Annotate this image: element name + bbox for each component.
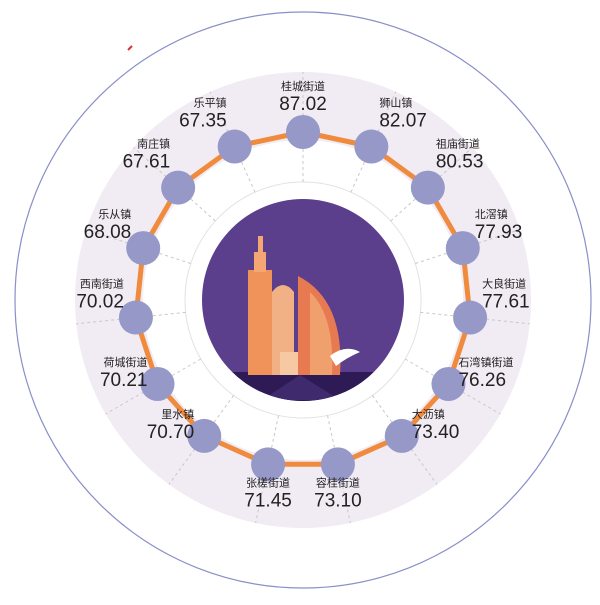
node-13 — [126, 231, 161, 266]
category-label: 西南街道 — [80, 277, 124, 291]
node-14 — [161, 170, 196, 205]
node-9 — [251, 447, 286, 482]
node-8 — [320, 447, 355, 482]
value-label: 87.02 — [279, 94, 327, 115]
connector-line — [133, 129, 473, 467]
category-label: 石湾镇街道 — [458, 355, 513, 369]
category-label: 乐从镇 — [98, 207, 131, 221]
category-label: 狮山镇 — [379, 96, 412, 110]
node-11 — [140, 367, 175, 401]
category-label: 乐平镇 — [194, 96, 227, 110]
node-1 — [286, 115, 320, 149]
category-label: 南庄镇 — [137, 137, 170, 151]
value-label: 82.07 — [379, 111, 427, 132]
value-label: 71.45 — [244, 490, 292, 511]
value-label: 73.10 — [314, 490, 362, 511]
category-label: 张槎街道 — [246, 475, 290, 489]
node-7 — [384, 418, 419, 453]
node-6 — [431, 367, 466, 401]
node-2 — [354, 129, 389, 164]
value-label: 77.93 — [475, 222, 523, 243]
category-label: 桂城街道 — [281, 79, 325, 93]
value-label: 70.70 — [147, 422, 195, 443]
category-label: 大良街道 — [482, 277, 526, 291]
category-label: 里水镇 — [161, 407, 194, 421]
value-label: 70.21 — [100, 370, 148, 391]
node-12 — [118, 300, 153, 335]
value-label: 67.61 — [123, 152, 171, 173]
category-label: 北滘镇 — [475, 207, 508, 221]
node-4 — [445, 231, 480, 266]
value-label: 73.40 — [412, 422, 460, 443]
node-10 — [187, 418, 222, 453]
value-label: 76.26 — [458, 370, 506, 391]
value-label: 68.08 — [84, 222, 132, 243]
category-label: 祖庙街道 — [436, 137, 480, 151]
node-3 — [410, 170, 445, 205]
node-5 — [453, 300, 488, 335]
outer-ring — [14, 11, 592, 589]
accent-mark — [127, 45, 133, 51]
category-label: 荷城街道 — [104, 355, 148, 369]
value-label: 67.35 — [179, 111, 227, 132]
value-label: 77.61 — [482, 292, 530, 313]
category-label: 大沥镇 — [412, 407, 445, 421]
value-label: 70.02 — [76, 292, 124, 313]
nodes — [118, 115, 488, 482]
value-label: 80.53 — [436, 152, 484, 173]
node-15 — [217, 129, 252, 164]
category-label: 容桂街道 — [316, 475, 360, 489]
city-skyline-icon — [202, 199, 404, 401]
